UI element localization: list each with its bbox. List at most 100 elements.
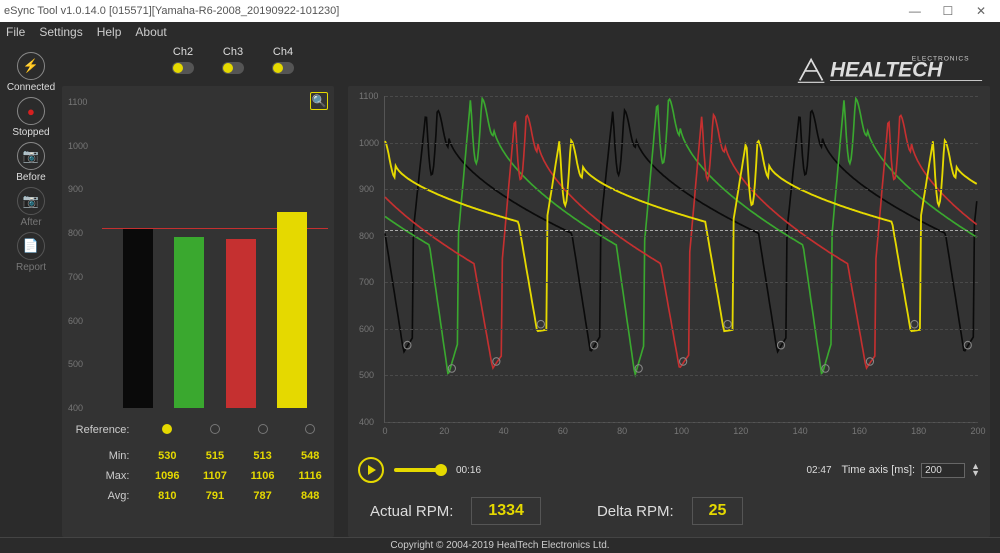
stats-row: Avg:810791787848 (62, 486, 334, 506)
toggle-switch[interactable] (222, 62, 244, 74)
reference-radio-3[interactable] (239, 424, 287, 437)
wave-xtick: 180 (911, 426, 926, 436)
bar-ytick: 400 (68, 403, 83, 413)
wave-xtick: 160 (852, 426, 867, 436)
wave-ytick: 500 (359, 370, 374, 380)
stats-value: 848 (286, 490, 334, 502)
wave-xtick: 40 (499, 426, 509, 436)
wave-gridline (385, 236, 978, 237)
stats-row: Max:1096110711061116 (62, 466, 334, 486)
toggle-switch[interactable] (272, 62, 294, 74)
bar-ytick: 1000 (68, 141, 88, 151)
stats-label: Avg: (62, 490, 143, 502)
menu-file[interactable]: File (6, 25, 25, 39)
connected-icon: ⚡ (17, 52, 45, 80)
panels-row: 🔍 40050060070080090010001100 Reference:M… (62, 86, 990, 537)
nav-after-label: After (20, 217, 41, 228)
wave-gridline (385, 189, 978, 190)
nav-connected-label: Connected (7, 82, 55, 93)
wave-xtick: 60 (558, 426, 568, 436)
wave-chart: 4005006007008009001000110002040608010012… (354, 92, 984, 445)
bar-ytick: 900 (68, 184, 83, 194)
wave-gridline (385, 143, 978, 144)
wave-ytick: 700 (359, 277, 374, 287)
reference-radio-1[interactable] (143, 424, 191, 437)
bar-ytick: 700 (68, 272, 83, 282)
nav-report-label: Report (16, 262, 46, 273)
time-axis-input[interactable] (921, 463, 965, 478)
wave-ytick: 400 (359, 417, 374, 427)
menu-about[interactable]: About (135, 25, 166, 39)
wave-xtick: 20 (439, 426, 449, 436)
wave-gridline (385, 96, 978, 97)
wave-trough-marker (911, 320, 918, 328)
stopped-icon: ● (17, 97, 45, 125)
bar-panel: 🔍 40050060070080090010001100 Reference:M… (62, 86, 334, 537)
wave-xtick: 120 (733, 426, 748, 436)
wave-ytick: 1100 (359, 91, 378, 101)
wave-xtick: 200 (970, 426, 985, 436)
stats-value: 513 (239, 450, 287, 462)
wave-ytick: 800 (359, 231, 374, 241)
nav-before[interactable]: 📷Before (16, 142, 45, 183)
menu-help[interactable]: Help (97, 25, 122, 39)
wave-gridline (385, 329, 978, 330)
maximize-button[interactable]: ☐ (933, 4, 963, 18)
actual-rpm-label: Actual RPM: (370, 503, 453, 520)
time-axis-stepper[interactable]: ▲▼ (971, 463, 980, 477)
stats-value: 530 (143, 450, 191, 462)
time-axis-label: Time axis [ms]: (842, 464, 916, 476)
stats-value: 791 (191, 490, 239, 502)
stats-value: 548 (286, 450, 334, 462)
channel-label: Ch3 (223, 46, 243, 58)
bar-ytick: 500 (68, 359, 83, 369)
channel-label: Ch4 (273, 46, 293, 58)
bar-3 (226, 239, 256, 408)
after-icon: 📷 (17, 187, 45, 215)
reference-radio-4[interactable] (286, 424, 334, 437)
bar-ytick: 1100 (68, 97, 87, 107)
delta-rpm-value: 25 (692, 497, 744, 525)
time-current: 00:16 (456, 465, 481, 476)
bar-4 (277, 212, 307, 408)
stats-label: Min: (62, 450, 143, 462)
menu-settings[interactable]: Settings (39, 25, 82, 39)
content: Ch2Ch3Ch4 🔍 40050060070080090010001100 R… (62, 42, 1000, 537)
nav-connected[interactable]: ⚡ Connected (7, 52, 55, 93)
nav-stopped-label: Stopped (12, 127, 49, 138)
channel-toggle-2[interactable]: Ch2 (172, 46, 194, 86)
time-total: 02:47 (807, 465, 832, 476)
footer: Copyright © 2004-2019 HealTech Electroni… (0, 537, 1000, 553)
wave-xtick: 0 (382, 426, 387, 436)
wave-ytick: 900 (359, 184, 374, 194)
channel-toggle-4[interactable]: Ch4 (272, 46, 294, 86)
main-area: HEALTECH ELECTRONICS ⚡Connected●Stopped📷… (0, 42, 1000, 537)
playback-slider[interactable] (394, 468, 442, 472)
toggle-switch[interactable] (172, 62, 194, 74)
menubar: File Settings Help About (0, 22, 1000, 42)
channel-toggle-3[interactable]: Ch3 (222, 46, 244, 86)
bar-ytick: 800 (68, 228, 83, 238)
window-title: eSync Tool v1.0.14.0 [015571][Yamaha-R6-… (4, 5, 900, 17)
stats-value: 1106 (239, 470, 287, 482)
rpm-row: Actual RPM: 1334 Delta RPM: 25 (348, 489, 990, 537)
nav-report: 📄Report (16, 232, 46, 273)
svg-text:ELECTRONICS: ELECTRONICS (912, 56, 970, 63)
wave-gridline (385, 422, 978, 423)
stats-value: 1107 (191, 470, 239, 482)
minimize-button[interactable]: — (900, 4, 930, 18)
wave-trough-marker (724, 320, 731, 328)
wave-reference-line (385, 230, 978, 231)
reference-label: Reference: (62, 424, 143, 436)
nav-stopped[interactable]: ● Stopped (12, 97, 49, 138)
actual-rpm-value: 1334 (471, 497, 541, 525)
stats-row: Min:530515513548 (62, 446, 334, 466)
play-button[interactable] (358, 457, 384, 483)
stats-value: 810 (143, 490, 191, 502)
reference-radio-2[interactable] (191, 424, 239, 437)
bar-1 (123, 229, 153, 408)
nav-after: 📷 After (17, 187, 45, 228)
wave-trough-marker (537, 320, 544, 328)
nav-before-label: Before (16, 172, 45, 183)
close-button[interactable]: ✕ (966, 4, 996, 18)
